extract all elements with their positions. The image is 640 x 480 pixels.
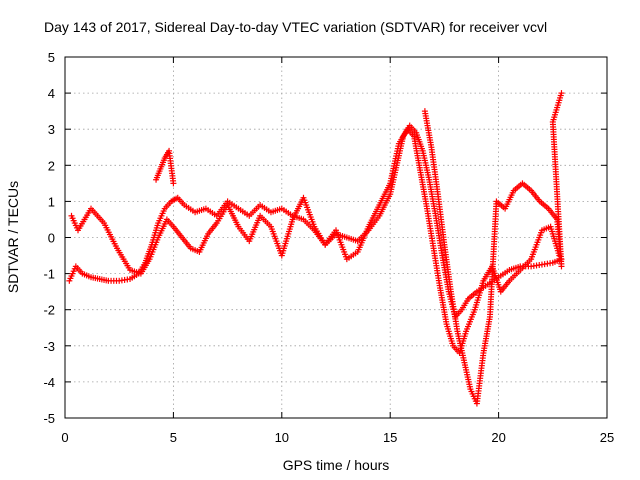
data-point	[558, 90, 565, 97]
y-tick-label: -4	[43, 375, 55, 390]
axis-ticks: 0 5 10 15 20 25 -5 -4 -3 -2 -1 0 1 2 3 4 5	[43, 50, 614, 445]
x-tick-label: 10	[275, 430, 289, 445]
y-axis-label: SDTVAR / TECUs	[5, 181, 21, 293]
y-tick-label: 4	[48, 86, 55, 101]
x-tick-label: 20	[491, 430, 505, 445]
chart-title: Day 143 of 2017, Sidereal Day-to-day VTE…	[44, 19, 547, 35]
y-tick-label: 0	[48, 231, 55, 246]
y-tick-label: 5	[48, 50, 55, 65]
data-points	[66, 90, 565, 407]
x-tick-label: 5	[170, 430, 177, 445]
plot-frame	[64, 56, 608, 419]
x-axis-label: GPS time / hours	[283, 457, 390, 473]
x-tick-label: 25	[600, 430, 614, 445]
y-tick-label: -5	[43, 411, 55, 426]
y-tick-label: 1	[48, 194, 55, 209]
x-tick-label: 0	[61, 430, 68, 445]
y-tick-label: -2	[43, 303, 55, 318]
data-point	[170, 180, 177, 187]
x-tick-label: 15	[383, 430, 397, 445]
y-tick-label: 3	[48, 122, 55, 137]
y-tick-label: 2	[48, 158, 55, 173]
y-tick-label: -1	[43, 267, 55, 282]
y-tick-label: -3	[43, 339, 55, 354]
